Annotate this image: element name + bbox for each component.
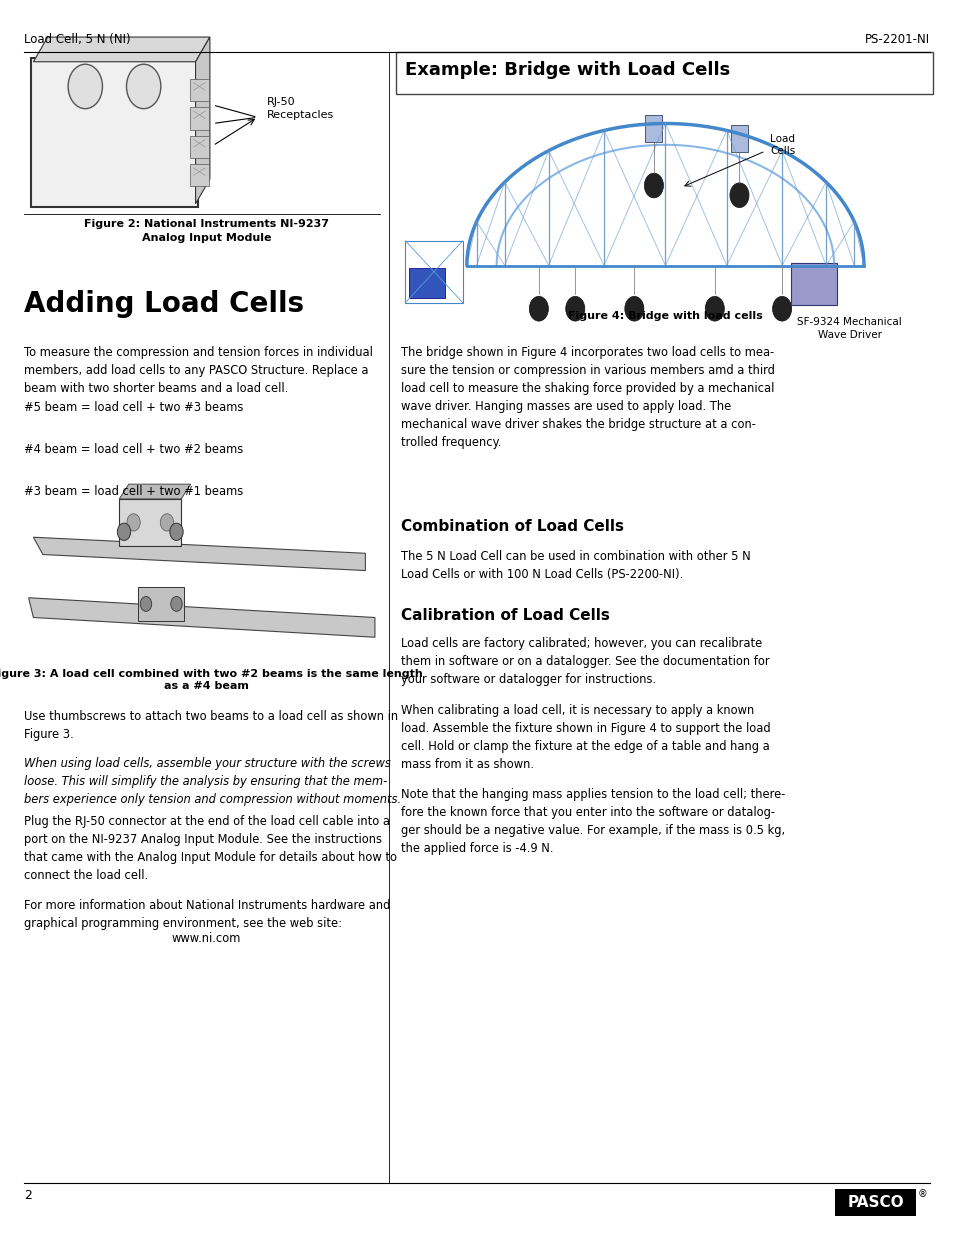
Text: Use thumbscrews to attach two beams to a load cell as shown in
Figure 3.: Use thumbscrews to attach two beams to a… [24, 710, 397, 741]
Text: 2: 2 [24, 1189, 31, 1203]
Circle shape [140, 597, 152, 611]
Text: Load cells are factory calibrated; however, you can recalibrate
them in software: Load cells are factory calibrated; howev… [400, 637, 768, 687]
Circle shape [171, 597, 182, 611]
Circle shape [565, 296, 584, 321]
Polygon shape [33, 37, 210, 62]
Circle shape [160, 514, 173, 531]
FancyBboxPatch shape [30, 58, 198, 207]
FancyBboxPatch shape [409, 268, 444, 298]
Circle shape [117, 524, 131, 541]
FancyBboxPatch shape [395, 52, 932, 94]
Text: The 5 N Load Cell can be used in combination with other 5 N
Load Cells or with 1: The 5 N Load Cell can be used in combina… [400, 550, 750, 580]
Text: ®: ® [917, 1189, 926, 1199]
Text: Figure 2: National Instruments NI-9237: Figure 2: National Instruments NI-9237 [84, 219, 329, 228]
FancyBboxPatch shape [790, 263, 837, 305]
Text: When calibrating a load cell, it is necessary to apply a known
load. Assemble th: When calibrating a load cell, it is nece… [400, 704, 769, 771]
FancyBboxPatch shape [190, 79, 209, 101]
Circle shape [643, 173, 662, 198]
Bar [138, 587, 184, 621]
Text: To measure the compression and tension forces in individual
members, add load ce: To measure the compression and tension f… [24, 346, 373, 395]
Text: For more information about National Instruments hardware and
graphical programmi: For more information about National Inst… [24, 899, 390, 930]
Circle shape [772, 296, 791, 321]
Bar [730, 125, 747, 152]
Bar [119, 499, 181, 546]
FancyBboxPatch shape [190, 164, 209, 186]
Bar [405, 241, 462, 303]
Circle shape [729, 183, 748, 207]
Text: Calibration of Load Cells: Calibration of Load Cells [400, 608, 609, 622]
Circle shape [704, 296, 723, 321]
Polygon shape [33, 537, 365, 571]
Circle shape [529, 296, 548, 321]
Text: The bridge shown in Figure 4 incorporates two load cells to mea-
sure the tensio: The bridge shown in Figure 4 incorporate… [400, 346, 774, 448]
Text: Analog Input Module: Analog Input Module [142, 233, 271, 243]
Text: PS-2201-NI: PS-2201-NI [864, 33, 929, 47]
Text: #3 beam = load cell + two #1 beams: #3 beam = load cell + two #1 beams [24, 485, 243, 499]
Text: Note that the hanging mass applies tension to the load cell; there-
fore the kno: Note that the hanging mass applies tensi… [400, 788, 784, 855]
Circle shape [624, 296, 643, 321]
FancyBboxPatch shape [190, 136, 209, 158]
Text: Combination of Load Cells: Combination of Load Cells [400, 519, 623, 534]
FancyBboxPatch shape [834, 1189, 915, 1216]
Text: SF-9324 Mechanical
Wave Driver: SF-9324 Mechanical Wave Driver [797, 317, 902, 340]
Text: #4 beam = load cell + two #2 beams: #4 beam = load cell + two #2 beams [24, 443, 243, 457]
Circle shape [127, 64, 161, 109]
Text: Plug the RJ-50 connector at the end of the load cell cable into a
port on the NI: Plug the RJ-50 connector at the end of t… [24, 815, 396, 882]
Polygon shape [29, 598, 375, 637]
Text: Figure 4: Bridge with load cells: Figure 4: Bridge with load cells [567, 311, 762, 321]
Text: Adding Load Cells: Adding Load Cells [24, 290, 304, 319]
Text: www.ni.com: www.ni.com [172, 932, 241, 946]
Text: Load Cell, 5 N (NI): Load Cell, 5 N (NI) [24, 33, 131, 47]
Polygon shape [119, 484, 191, 499]
FancyBboxPatch shape [190, 107, 209, 130]
Text: Load
Cells: Load Cells [770, 133, 795, 156]
Circle shape [68, 64, 102, 109]
Text: #5 beam = load cell + two #3 beams: #5 beam = load cell + two #3 beams [24, 401, 243, 415]
Text: Figure 3: A load cell combined with two #2 beams is the same length
as a #4 beam: Figure 3: A load cell combined with two … [0, 669, 422, 690]
Text: RJ-50
Receptacles: RJ-50 Receptacles [267, 98, 334, 120]
Bar [644, 115, 661, 142]
Text: Example: Bridge with Load Cells: Example: Bridge with Load Cells [405, 62, 730, 79]
Text: When using load cells, assemble your structure with the screws
loose. This will : When using load cells, assemble your str… [24, 757, 400, 806]
Circle shape [170, 524, 183, 541]
Polygon shape [195, 37, 210, 204]
Circle shape [127, 514, 140, 531]
Text: PASCO: PASCO [846, 1195, 903, 1210]
